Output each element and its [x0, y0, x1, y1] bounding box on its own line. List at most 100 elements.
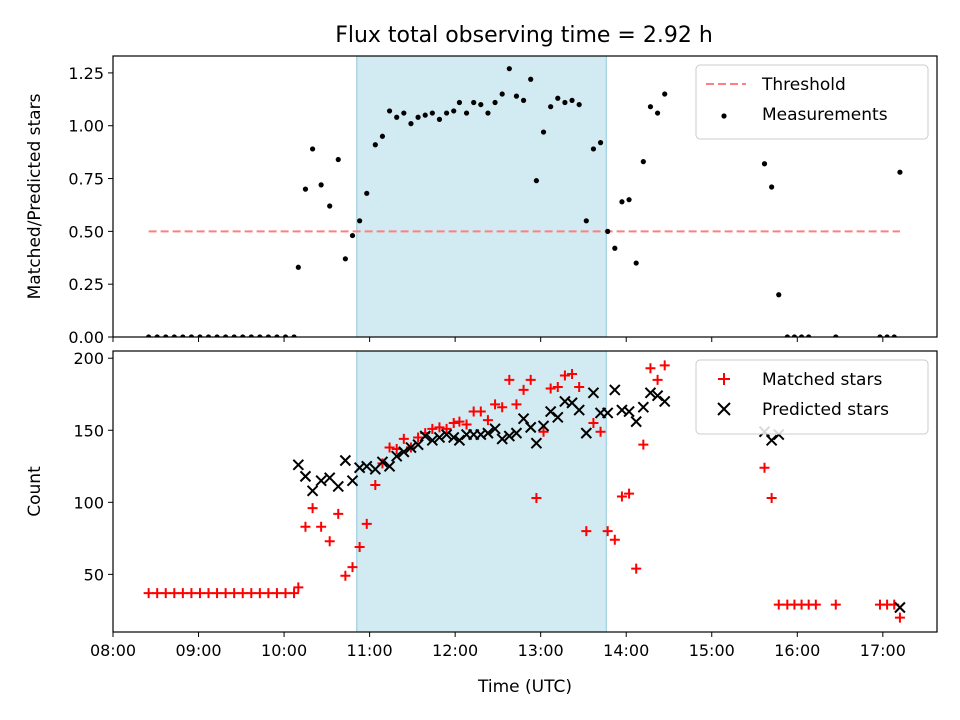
- data-point: [806, 334, 812, 337]
- data-point: [332, 480, 344, 493]
- y-tick-label: 50: [84, 565, 104, 584]
- data-point: [333, 508, 344, 519]
- data-point: [478, 101, 484, 108]
- data-point: [510, 427, 523, 439]
- y-tick-label: 0.75: [68, 170, 104, 189]
- data-point: [631, 563, 642, 574]
- data-point: [265, 334, 271, 337]
- data-point: [520, 97, 527, 103]
- x-tick-label: 13:00: [518, 641, 564, 660]
- data-point: [390, 450, 403, 462]
- legend-dot-swatch: [721, 113, 727, 119]
- data-point: [545, 383, 556, 394]
- data-point: [595, 426, 606, 437]
- data-point: [300, 521, 311, 532]
- data-point: [499, 91, 505, 97]
- data-point: [180, 334, 186, 337]
- data-point: [327, 203, 333, 209]
- data-point: [318, 182, 324, 188]
- data-point: [503, 430, 516, 442]
- data-point: [552, 411, 564, 423]
- y-tick-label: 200: [73, 349, 104, 368]
- series-1: [143, 360, 905, 623]
- data-point: [482, 427, 494, 439]
- data-point: [555, 95, 561, 101]
- data-point: [645, 363, 656, 374]
- data-point: [581, 526, 592, 537]
- data-point: [405, 441, 417, 454]
- data-point: [652, 374, 663, 385]
- legend: Matched stars Predicted stars: [695, 359, 929, 435]
- data-point: [590, 146, 597, 152]
- data-point: [616, 491, 627, 502]
- data-point: [504, 374, 515, 385]
- data-point: [274, 334, 280, 337]
- data-point: [897, 169, 903, 175]
- y-tick-label: 0.25: [68, 275, 104, 294]
- data-point: [254, 588, 265, 599]
- data-point: [291, 334, 297, 337]
- data-point: [154, 334, 160, 337]
- data-point: [626, 197, 632, 203]
- data-point: [605, 228, 611, 234]
- x-tick-label: 09:00: [175, 641, 221, 660]
- data-point: [229, 588, 240, 599]
- data-point: [833, 334, 839, 337]
- data-point: [659, 360, 670, 371]
- data-point: [422, 112, 428, 118]
- data-point: [413, 432, 424, 443]
- legend-x-swatch: [717, 402, 731, 416]
- data-point: [427, 423, 438, 434]
- data-point: [609, 384, 621, 396]
- data-point: [662, 91, 668, 97]
- data-point: [169, 588, 180, 599]
- data-point: [513, 93, 520, 99]
- plot-frame: [112, 55, 938, 338]
- data-point: [640, 159, 646, 165]
- data-point: [485, 110, 491, 116]
- data-point: [448, 418, 459, 429]
- data-point: [398, 446, 410, 458]
- data-point: [587, 387, 600, 399]
- data-point: [146, 334, 152, 337]
- data-point: [433, 431, 446, 444]
- data-point: [323, 472, 336, 484]
- y-axis-label: Count: [25, 466, 45, 517]
- data-point: [426, 434, 439, 447]
- x-tick-label: 10:00: [261, 641, 307, 660]
- data-point: [524, 421, 537, 434]
- data-point: [511, 399, 522, 410]
- data-point: [248, 334, 254, 337]
- data-point: [361, 518, 372, 529]
- data-point: [220, 588, 231, 599]
- data-point: [769, 184, 775, 190]
- data-point: [436, 116, 443, 122]
- legend-plus-swatch: [718, 373, 730, 385]
- series-1: [146, 66, 903, 337]
- data-point: [489, 423, 501, 435]
- data-point: [434, 422, 445, 433]
- data-point: [309, 146, 316, 152]
- data-point: [492, 99, 498, 106]
- data-point: [496, 433, 508, 445]
- x-tick-label: 16:00: [774, 641, 820, 660]
- data-point: [602, 526, 613, 537]
- data-point: [292, 459, 305, 471]
- data-point: [376, 456, 389, 468]
- data-point: [567, 369, 578, 380]
- data-point: [894, 612, 905, 623]
- legend-label: Measurements: [762, 105, 888, 125]
- x-tick-label: 11:00: [347, 641, 393, 660]
- data-point: [186, 588, 197, 599]
- data-point: [562, 99, 568, 106]
- data-marks: [143, 360, 906, 623]
- data-point: [212, 588, 223, 599]
- data-point: [354, 541, 365, 552]
- data-point: [160, 588, 171, 599]
- data-point: [257, 334, 263, 337]
- observing-span: [356, 350, 607, 633]
- data-point: [324, 536, 335, 547]
- data-point: [624, 488, 635, 499]
- x-tick-label: 15:00: [689, 641, 735, 660]
